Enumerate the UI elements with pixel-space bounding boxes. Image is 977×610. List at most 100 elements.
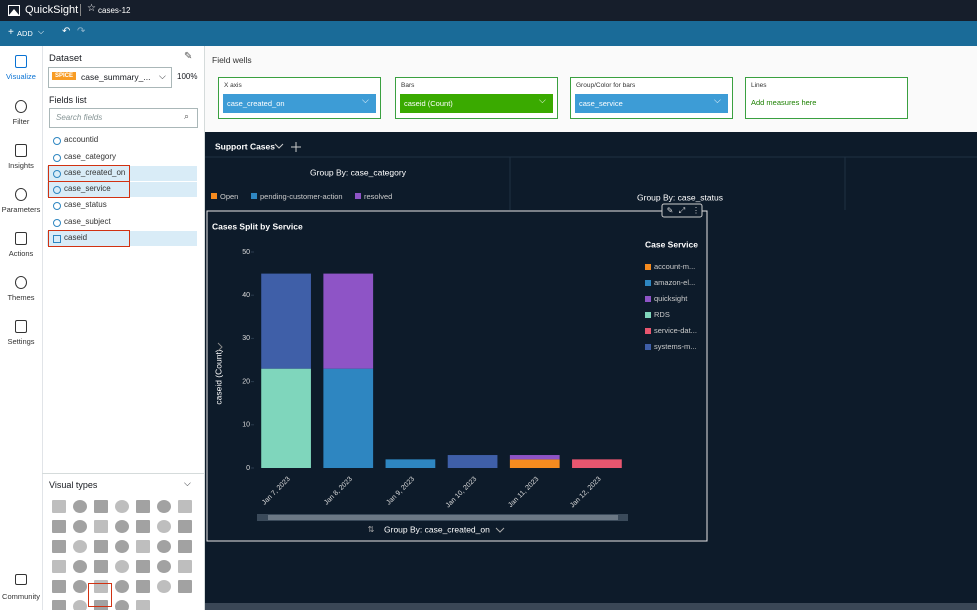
field-icon (53, 202, 61, 210)
sidebar: Visualize Filter Insights Parameters Actions… (0, 46, 43, 610)
edit-icon[interactable]: ✎ (184, 51, 193, 62)
visual-type-icon[interactable] (94, 560, 108, 573)
field-item[interactable]: case_created_on (47, 165, 197, 182)
dataset-select[interactable]: SPICE case_summary_... ⌵ (48, 67, 172, 88)
field-item[interactable]: case_category (47, 150, 197, 165)
well-placeholder: Add measures here (751, 98, 817, 107)
visual-type-icon[interactable] (52, 500, 66, 513)
visual-type-icon[interactable] (136, 560, 150, 573)
sidebar-label: Insights (8, 161, 34, 170)
well-value[interactable]: caseid (Count) (400, 94, 553, 113)
visual-type-icon[interactable] (94, 600, 108, 610)
edit-icon[interactable]: ✎ (667, 206, 674, 215)
visual-type-icon[interactable] (73, 540, 87, 553)
field-item[interactable]: case_service (47, 181, 197, 198)
sidebar-item[interactable]: Actions (0, 232, 42, 270)
scroll-thumb[interactable] (268, 515, 618, 520)
visual-type-icon[interactable] (136, 520, 150, 533)
visual-type-icon[interactable] (52, 600, 66, 610)
visual-type-icon[interactable] (136, 540, 150, 553)
visual-type-icon[interactable] (115, 540, 129, 553)
x-axis-label[interactable]: Group By: case_created_on (384, 524, 490, 534)
add-button[interactable]: ADD (17, 29, 33, 38)
field-well[interactable]: Bars caseid (Count) ⌵ (395, 77, 558, 119)
well-value[interactable]: case_service (575, 94, 728, 113)
sidebar-icon (15, 55, 27, 68)
sidebar-item[interactable]: Settings (0, 320, 42, 358)
visual-type-icon[interactable] (52, 540, 66, 553)
visual-type-icon[interactable] (94, 540, 108, 553)
visual-type-icon[interactable] (52, 560, 66, 573)
legend-label: account-m... (654, 262, 695, 271)
legend-swatch (645, 344, 651, 350)
visual-type-icon[interactable] (73, 580, 87, 593)
sheet-tab[interactable]: Support Cases (215, 141, 275, 151)
visual-type-icon[interactable] (115, 520, 129, 533)
visual-type-icon[interactable] (73, 600, 87, 610)
sidebar-item[interactable]: Parameters (0, 188, 42, 226)
visual-type-icon[interactable] (157, 540, 171, 553)
analysis-name[interactable]: cases-12 (98, 6, 131, 15)
field-item[interactable]: caseid (47, 230, 197, 247)
sidebar-item[interactable]: Filter (0, 100, 42, 138)
visual-type-icon[interactable] (115, 560, 129, 573)
visual-type-icon[interactable] (178, 540, 192, 553)
data-panel: Dataset ✎ SPICE case_summary_... ⌵ 100% … (42, 46, 205, 610)
field-item[interactable]: case_subject (47, 215, 197, 230)
y-tick-label: 30 (242, 335, 250, 342)
visual-type-icon[interactable] (52, 580, 66, 593)
spice-badge: SPICE (52, 72, 77, 80)
visual-frame[interactable] (206, 210, 708, 542)
sidebar-item[interactable]: Insights (0, 144, 42, 182)
expand-icon[interactable]: ⤢ (678, 206, 685, 215)
visual-type-icon[interactable] (94, 500, 108, 513)
more-icon[interactable]: ⋮ (692, 206, 700, 215)
sidebar-item[interactable]: Visualize (0, 55, 42, 93)
visual-type-icon[interactable] (73, 520, 87, 533)
visual-type-icon[interactable] (94, 520, 108, 533)
visual-type-icon[interactable] (178, 520, 192, 533)
search-box[interactable]: Search fields ⌕ (49, 108, 198, 128)
search-icon: ⌕ (184, 111, 190, 121)
well-value[interactable]: case_created_on (223, 94, 376, 113)
visual-type-icon[interactable] (73, 500, 87, 513)
field-well[interactable]: Lines Add measures here (745, 77, 908, 119)
redo[interactable]: ↷ (77, 26, 86, 37)
visual-type-icon[interactable] (157, 500, 171, 513)
add-icon[interactable]: + (8, 27, 14, 38)
sidebar-item[interactable]: Themes (0, 276, 42, 314)
field-well[interactable]: Group/Color for bars case_service ⌵ (570, 77, 733, 119)
visual-type-icon[interactable] (52, 520, 66, 533)
field-item[interactable]: case_status (47, 198, 197, 213)
field-well[interactable]: X axis case_created_on ⌵ (218, 77, 381, 119)
undo[interactable]: ↶ (62, 26, 71, 37)
scrollbar[interactable] (257, 514, 628, 521)
visual-type-icon[interactable] (136, 500, 150, 513)
visual-type-icon[interactable] (115, 580, 129, 593)
well-label: Lines (751, 82, 767, 89)
add-caret[interactable]: ⌵ (38, 27, 45, 36)
sidebar-icon (15, 144, 27, 157)
visual-type-icon[interactable] (115, 500, 129, 513)
visual-type-icon[interactable] (178, 560, 192, 573)
bg-visual-title: Group By: case_status (637, 192, 723, 202)
visual-type-icon[interactable] (178, 580, 192, 593)
bottom-scroll[interactable] (205, 603, 977, 610)
visual-type-icon[interactable] (136, 600, 150, 610)
star-icon[interactable]: ☆ (87, 3, 96, 14)
visual-type-icon[interactable] (115, 600, 129, 610)
visual-type-icon[interactable] (73, 560, 87, 573)
visual-type-icon[interactable] (136, 580, 150, 593)
visual-type-icon[interactable] (157, 520, 171, 533)
visual-type-icon[interactable] (157, 580, 171, 593)
axis-caret (217, 342, 223, 352)
visual-type-icon[interactable] (178, 500, 192, 513)
legend-swatch (251, 193, 257, 199)
y-tick-label: 0 (246, 465, 250, 472)
visual-type-icon[interactable] (157, 560, 171, 573)
collapse-caret[interactable]: ⌵ (184, 478, 191, 488)
sidebar-item[interactable]: Community (0, 574, 42, 604)
visual-menu[interactable] (661, 203, 703, 218)
field-item[interactable]: accountid (47, 133, 197, 148)
